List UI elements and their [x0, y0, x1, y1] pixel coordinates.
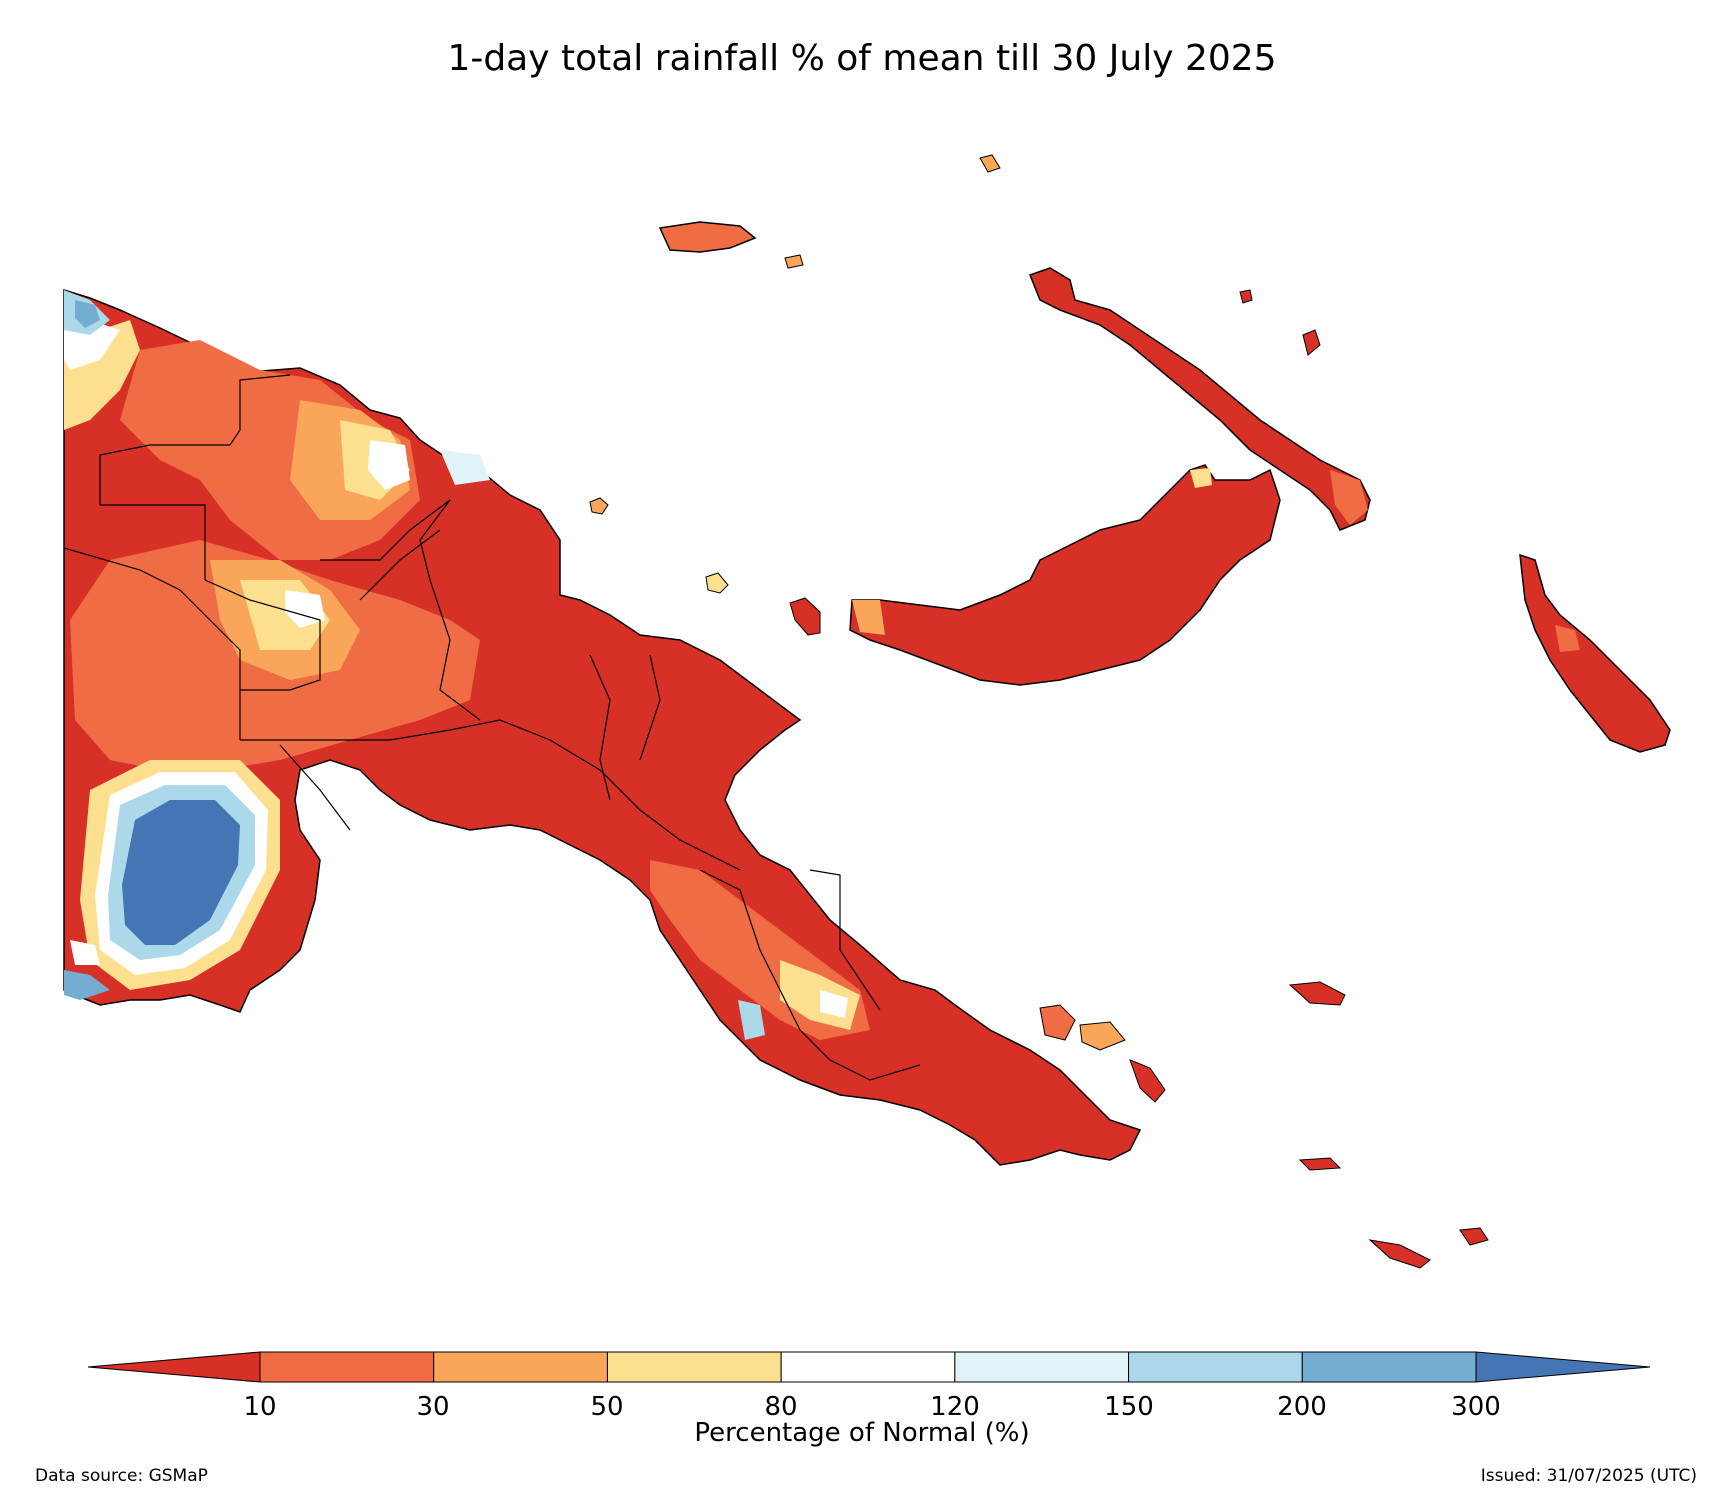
woodlark-island — [1459, 1227, 1489, 1246]
colorbar-tick: 30 — [416, 1392, 450, 1422]
bougainville — [1519, 553, 1671, 753]
province-borders — [63, 374, 921, 1081]
trobriand-island — [1288, 981, 1346, 1006]
colorbar-tick: 120 — [930, 1392, 980, 1422]
zone-normal-southwest — [70, 940, 100, 965]
colorbar-segment — [606, 1351, 782, 1383]
new-britain-north-dry — [1190, 468, 1212, 488]
umboi-island — [789, 597, 821, 636]
colorbar-segment — [259, 1351, 435, 1383]
manus-island — [658, 221, 757, 253]
karkar-island — [589, 497, 609, 515]
normanby-island — [1129, 1059, 1166, 1103]
colorbar-tick: 150 — [1104, 1392, 1154, 1422]
colorbar-segment — [433, 1351, 608, 1383]
colorbar-tick: 50 — [590, 1392, 624, 1422]
colorbar-segment — [1301, 1351, 1477, 1383]
colorbar-segment — [780, 1351, 956, 1383]
rossel-island — [1368, 1239, 1431, 1269]
new-britain — [849, 464, 1281, 686]
wuvulu-island — [979, 154, 1001, 173]
zone-above-southwest — [64, 970, 110, 1000]
issued-date: Issued: 31/07/2025 (UTC) — [1480, 1466, 1697, 1486]
colorbar-tick: 200 — [1277, 1392, 1327, 1422]
zone-normal-north — [368, 440, 410, 490]
colorbar-segment — [954, 1351, 1130, 1383]
tabar-island — [1239, 289, 1253, 304]
zone-above-peninsula — [738, 1000, 765, 1040]
new-britain-west-dry — [852, 600, 885, 635]
colorbar-tick: 10 — [243, 1392, 277, 1422]
misima-island — [1298, 1157, 1342, 1171]
colorbar-extend-low — [87, 1351, 261, 1383]
bougainville-dry — [1555, 625, 1580, 652]
long-island — [705, 572, 729, 594]
lihir-island — [1302, 329, 1321, 356]
new-ireland-east-dry — [1330, 470, 1368, 525]
colorbar-tick: 300 — [1451, 1392, 1501, 1422]
zone-extreme-south — [122, 800, 240, 945]
zone-above-north — [440, 450, 490, 485]
colorbar-tick: 80 — [764, 1392, 798, 1422]
colorbar-segment — [1128, 1351, 1303, 1383]
dentrecasteaux-island — [1039, 1004, 1076, 1041]
colorbar-label: Percentage of Normal (%) — [694, 1418, 1030, 1448]
colorbar-extend-high — [1475, 1351, 1651, 1383]
data-source: Data source: GSMaP — [35, 1466, 208, 1486]
map-title: 1-day total rainfall % of mean till 30 J… — [447, 38, 1277, 79]
manus-east — [784, 254, 804, 269]
fergusson-island — [1079, 1021, 1126, 1051]
zone-normal-peninsula — [820, 990, 848, 1018]
zone-well-above-west — [75, 300, 100, 328]
